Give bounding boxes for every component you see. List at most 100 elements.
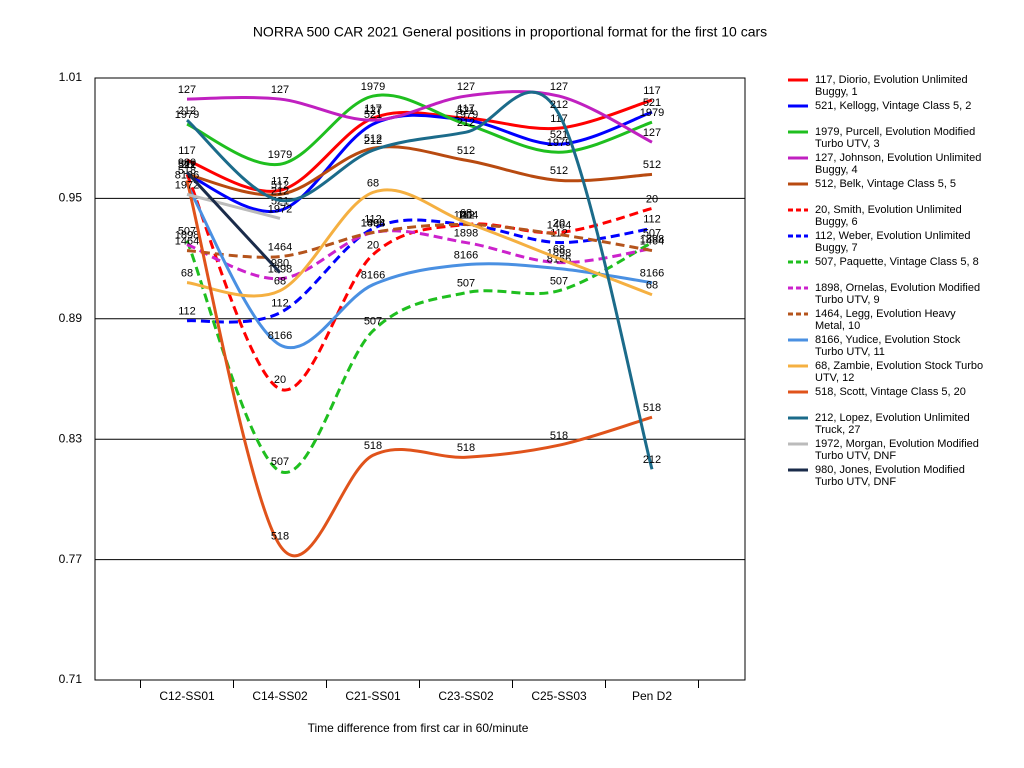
point-label: 1464 bbox=[361, 217, 385, 229]
point-label: 1898 bbox=[640, 233, 664, 245]
y-tick-label: 0.77 bbox=[59, 552, 83, 566]
point-label: 212 bbox=[550, 99, 568, 111]
series-line bbox=[186, 218, 653, 324]
legend-entry: 980, Jones, Evolution Modified Turbo UTV… bbox=[815, 464, 965, 488]
point-label: 518 bbox=[178, 165, 196, 177]
point-label: 20 bbox=[181, 159, 193, 171]
series-line bbox=[185, 183, 653, 349]
legend-entry: 212, Lopez, Evolution Unlimited Truck, 2… bbox=[815, 412, 970, 436]
point-label: 68 bbox=[460, 207, 472, 219]
point-label: 512 bbox=[457, 145, 475, 157]
point-label: 127 bbox=[364, 105, 382, 117]
legend-entry: 68, Zambie, Evolution Stock Turbo UTV, 1… bbox=[815, 360, 984, 384]
point-label: 112 bbox=[178, 306, 196, 318]
legend-entry: 117, Diorio, Evolution Unlimited Buggy, … bbox=[815, 74, 968, 98]
point-label: 521 bbox=[364, 109, 382, 121]
point-label: 507 bbox=[457, 278, 475, 290]
point-label: 1464 bbox=[547, 219, 571, 231]
point-label: 127 bbox=[457, 81, 475, 93]
point-label: 8166 bbox=[454, 250, 478, 262]
point-label: 1898 bbox=[361, 217, 385, 229]
point-label: 507 bbox=[178, 225, 196, 237]
legend-entry: 8166, Yudice, Evolution Stock Turbo UTV,… bbox=[815, 334, 961, 358]
x-tick-label: C21-SS01 bbox=[345, 689, 401, 703]
point-label: 1464 bbox=[268, 241, 292, 253]
legend-entry: 507, Paquette, Vintage Class 5, 8 bbox=[815, 256, 979, 268]
y-tick-label: 1.01 bbox=[59, 70, 83, 84]
series-line bbox=[186, 145, 653, 197]
point-label: 1972 bbox=[268, 203, 292, 215]
x-tick-label: Pen D2 bbox=[632, 689, 672, 703]
point-label: 1979 bbox=[454, 109, 478, 121]
point-label: 512 bbox=[643, 159, 661, 171]
point-label: 1898 bbox=[454, 227, 478, 239]
point-label: 117 bbox=[643, 85, 661, 97]
point-label: 212 bbox=[364, 135, 382, 147]
point-label: 980 bbox=[271, 258, 289, 270]
x-tick-label: C23-SS02 bbox=[438, 689, 494, 703]
point-label: 512 bbox=[178, 159, 196, 171]
point-label: 212 bbox=[178, 105, 196, 117]
series-line bbox=[186, 93, 653, 167]
y-tick-label: 0.83 bbox=[59, 431, 83, 445]
point-label: 112 bbox=[457, 209, 475, 221]
point-label: 518 bbox=[364, 440, 382, 452]
point-label: 20 bbox=[460, 209, 472, 221]
point-label: 20 bbox=[367, 239, 379, 251]
point-label: 8166 bbox=[268, 330, 292, 342]
point-label: 212 bbox=[643, 454, 661, 466]
point-label: 68 bbox=[367, 177, 379, 189]
point-label: 1979 bbox=[268, 149, 292, 161]
point-label: 512 bbox=[550, 165, 568, 177]
x-tick-label: C14-SS02 bbox=[252, 689, 308, 703]
point-label: 1898 bbox=[175, 229, 199, 241]
point-label: 507 bbox=[271, 456, 289, 468]
point-label: 507 bbox=[364, 316, 382, 328]
point-label: 521 bbox=[550, 129, 568, 141]
point-label: 68 bbox=[274, 276, 286, 288]
point-label: 507 bbox=[643, 227, 661, 239]
point-label: 127 bbox=[178, 84, 196, 96]
series-line bbox=[186, 192, 281, 220]
legend-entry: 1464, Legg, Evolution Heavy Metal, 10 bbox=[815, 308, 956, 332]
point-label: 8166 bbox=[640, 268, 664, 280]
point-label: 518 bbox=[550, 430, 568, 442]
point-label: 1464 bbox=[640, 235, 664, 247]
point-label: 212 bbox=[457, 117, 475, 129]
y-tick-label: 0.89 bbox=[59, 311, 83, 325]
point-label: 68 bbox=[181, 268, 193, 280]
series-line bbox=[186, 110, 653, 214]
point-label: 521 bbox=[643, 97, 661, 109]
point-label: 112 bbox=[271, 298, 289, 310]
point-label: 117 bbox=[457, 103, 475, 115]
legend-entry: 112, Weber, Evolution Unlimited Buggy, 7 bbox=[815, 230, 971, 254]
point-label: 518 bbox=[271, 530, 289, 542]
point-label: 512 bbox=[364, 133, 382, 145]
point-label: 20 bbox=[274, 374, 286, 386]
point-label: 117 bbox=[178, 145, 196, 157]
legend-entry: 1979, Purcell, Evolution Modified Turbo … bbox=[815, 126, 976, 150]
chart-title: NORRA 500 CAR 2021 General positions in … bbox=[253, 24, 767, 40]
x-axis-label: Time difference from first car in 60/min… bbox=[308, 721, 529, 735]
point-label: 518 bbox=[457, 442, 475, 454]
point-label: 127 bbox=[643, 127, 661, 139]
point-label: 507 bbox=[550, 276, 568, 288]
point-label: 20 bbox=[553, 217, 565, 229]
point-label: 8166 bbox=[361, 270, 385, 282]
y-tick-label: 0.95 bbox=[59, 191, 83, 205]
point-label: 518 bbox=[643, 402, 661, 414]
point-label: 68 bbox=[553, 244, 565, 256]
point-label: 1979 bbox=[175, 109, 199, 121]
point-label: 127 bbox=[271, 84, 289, 96]
legend-entry: 1898, Ornelas, Evolution Modified Turbo … bbox=[815, 282, 981, 306]
point-label: 1979 bbox=[547, 137, 571, 149]
series-line bbox=[186, 188, 653, 298]
legend-entry: 127, Johnson, Evolution Unlimited Buggy,… bbox=[815, 152, 982, 176]
legend-entry: 521, Kellogg, Vintage Class 5, 2 bbox=[815, 100, 972, 112]
point-label: 212 bbox=[271, 185, 289, 197]
point-label: 512 bbox=[271, 179, 289, 191]
point-label: 20 bbox=[646, 193, 658, 205]
y-tick-label: 0.71 bbox=[59, 672, 83, 686]
